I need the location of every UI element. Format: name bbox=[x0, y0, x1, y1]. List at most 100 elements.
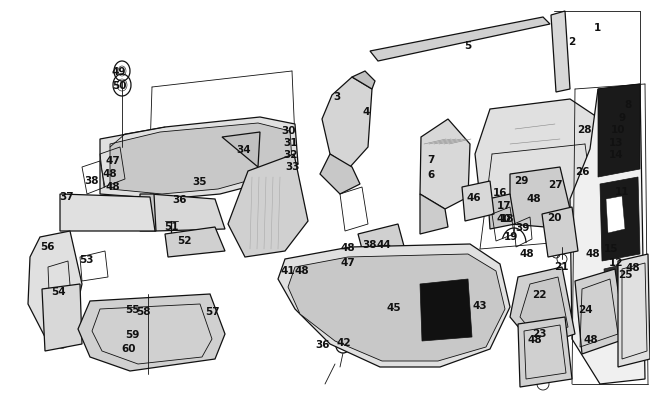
Polygon shape bbox=[488, 194, 515, 230]
Text: 58: 58 bbox=[136, 306, 150, 316]
Text: 51: 51 bbox=[164, 222, 178, 231]
Polygon shape bbox=[420, 120, 470, 209]
Text: 25: 25 bbox=[618, 269, 632, 279]
Text: 24: 24 bbox=[578, 304, 592, 314]
Polygon shape bbox=[322, 78, 372, 168]
Polygon shape bbox=[222, 133, 260, 168]
Text: 43: 43 bbox=[473, 300, 488, 310]
Polygon shape bbox=[510, 267, 575, 347]
Text: 45: 45 bbox=[387, 302, 401, 312]
Text: 48: 48 bbox=[103, 168, 117, 179]
Polygon shape bbox=[462, 181, 494, 222]
Polygon shape bbox=[575, 269, 625, 354]
Text: 13: 13 bbox=[609, 138, 623, 148]
Text: 18: 18 bbox=[500, 213, 514, 224]
Text: 40: 40 bbox=[497, 213, 512, 224]
Text: 46: 46 bbox=[467, 192, 481, 202]
Polygon shape bbox=[100, 118, 298, 200]
Text: 30: 30 bbox=[281, 126, 296, 136]
Polygon shape bbox=[370, 18, 550, 62]
Polygon shape bbox=[604, 261, 640, 317]
Polygon shape bbox=[570, 85, 645, 384]
Text: 41: 41 bbox=[281, 265, 295, 275]
Text: 35: 35 bbox=[193, 177, 207, 187]
Text: 44: 44 bbox=[376, 239, 391, 249]
Text: 38: 38 bbox=[84, 175, 99, 185]
Text: 16: 16 bbox=[493, 188, 507, 198]
Polygon shape bbox=[518, 317, 572, 387]
Text: 48: 48 bbox=[106, 181, 120, 192]
Text: 56: 56 bbox=[40, 241, 54, 252]
Text: 48: 48 bbox=[584, 334, 598, 344]
Polygon shape bbox=[110, 124, 292, 194]
Polygon shape bbox=[228, 155, 308, 257]
Text: 47: 47 bbox=[105, 156, 120, 166]
Text: 59: 59 bbox=[125, 329, 139, 339]
Polygon shape bbox=[420, 194, 448, 234]
Polygon shape bbox=[510, 168, 570, 228]
Text: 36: 36 bbox=[173, 194, 187, 205]
Text: 17: 17 bbox=[497, 200, 512, 211]
Text: 57: 57 bbox=[205, 306, 220, 316]
Text: 50: 50 bbox=[112, 81, 126, 91]
Polygon shape bbox=[28, 231, 82, 337]
Polygon shape bbox=[352, 72, 375, 90]
Text: 48: 48 bbox=[294, 265, 309, 275]
Text: 5: 5 bbox=[464, 41, 472, 51]
Polygon shape bbox=[600, 177, 640, 261]
Circle shape bbox=[55, 334, 69, 348]
Text: 8: 8 bbox=[625, 100, 632, 110]
Text: 48: 48 bbox=[528, 334, 542, 344]
Text: 34: 34 bbox=[237, 145, 252, 155]
Polygon shape bbox=[150, 194, 225, 231]
Text: 31: 31 bbox=[284, 138, 298, 148]
Text: 48: 48 bbox=[520, 248, 534, 258]
Text: 60: 60 bbox=[122, 343, 136, 353]
Text: 22: 22 bbox=[532, 289, 546, 299]
Text: 23: 23 bbox=[532, 328, 546, 338]
Polygon shape bbox=[78, 294, 225, 371]
Polygon shape bbox=[60, 194, 155, 231]
Polygon shape bbox=[165, 228, 225, 257]
Polygon shape bbox=[598, 85, 640, 177]
Text: 9: 9 bbox=[618, 113, 625, 123]
Text: 21: 21 bbox=[554, 261, 568, 271]
Text: 19: 19 bbox=[504, 231, 518, 241]
Polygon shape bbox=[140, 194, 156, 231]
Text: 28: 28 bbox=[577, 125, 592, 135]
Text: 52: 52 bbox=[177, 235, 191, 245]
Text: 38: 38 bbox=[363, 239, 377, 249]
Text: 39: 39 bbox=[516, 222, 530, 232]
Polygon shape bbox=[520, 277, 568, 339]
Polygon shape bbox=[618, 254, 650, 367]
Text: 33: 33 bbox=[286, 162, 300, 172]
Polygon shape bbox=[320, 155, 360, 194]
Text: 6: 6 bbox=[428, 170, 435, 179]
Text: 32: 32 bbox=[284, 149, 298, 160]
Polygon shape bbox=[278, 244, 510, 367]
Text: 4: 4 bbox=[362, 107, 370, 117]
Text: 53: 53 bbox=[79, 254, 93, 264]
Text: 1: 1 bbox=[593, 23, 601, 33]
Polygon shape bbox=[42, 284, 82, 351]
Text: 3: 3 bbox=[333, 92, 341, 102]
Text: 49: 49 bbox=[112, 67, 126, 77]
Text: 42: 42 bbox=[337, 337, 351, 347]
Text: 55: 55 bbox=[125, 304, 139, 314]
Text: 48: 48 bbox=[586, 248, 601, 258]
Text: 37: 37 bbox=[60, 192, 74, 202]
Polygon shape bbox=[358, 224, 408, 271]
Text: 27: 27 bbox=[548, 179, 562, 190]
Text: 36: 36 bbox=[316, 339, 330, 349]
Text: 54: 54 bbox=[51, 286, 65, 296]
Text: 2: 2 bbox=[568, 37, 576, 47]
Text: 26: 26 bbox=[575, 166, 590, 177]
Text: 7: 7 bbox=[427, 155, 435, 164]
Polygon shape bbox=[288, 254, 505, 361]
Polygon shape bbox=[551, 12, 570, 93]
Text: 12: 12 bbox=[609, 257, 623, 267]
Text: 11: 11 bbox=[615, 187, 629, 196]
Text: 10: 10 bbox=[611, 125, 625, 135]
Text: 48: 48 bbox=[526, 194, 541, 203]
Polygon shape bbox=[542, 207, 578, 257]
